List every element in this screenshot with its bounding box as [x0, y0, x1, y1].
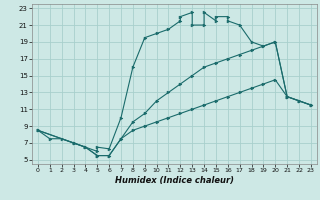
X-axis label: Humidex (Indice chaleur): Humidex (Indice chaleur)	[115, 176, 234, 185]
